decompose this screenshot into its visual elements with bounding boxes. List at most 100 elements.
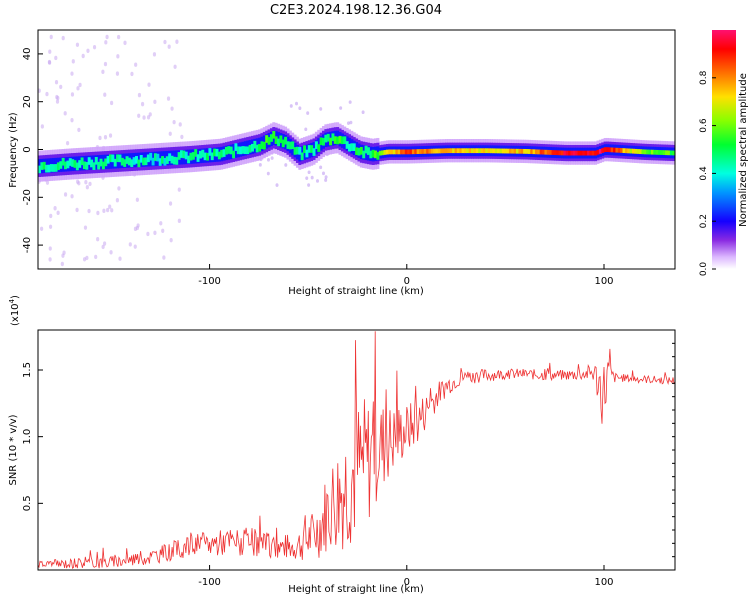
- spectrogram-ridge-cell: [584, 150, 588, 156]
- spectrogram-noise-dot: [110, 100, 114, 106]
- spectrogram-ridge-cell: [632, 148, 635, 154]
- spectrogram-ridge-cell: [366, 147, 370, 155]
- spectrogram-ridge-cell: [232, 150, 236, 159]
- spectrogram-ridge-cell: [650, 149, 654, 155]
- spectrogram-noise-dot: [53, 206, 57, 211]
- spectrogram-ridge-cell: [433, 148, 437, 154]
- spectrogram-ridge-cell: [269, 134, 273, 142]
- spectrogram-ridge-cell: [601, 148, 605, 153]
- spectrogram-ridge-cell: [575, 150, 579, 156]
- spectrogram-noise-dot: [180, 134, 184, 140]
- spectrogram-noise-dot: [175, 39, 179, 44]
- spectrogram-ridge-cell: [146, 154, 150, 163]
- spectrogram-ridge-cell: [456, 148, 460, 154]
- spectrogram-noise-dot: [135, 197, 139, 202]
- spectrogram-ridge-cell: [158, 158, 162, 166]
- spectrogram-noise-dot: [96, 236, 100, 242]
- spectrogram-ridge-cell: [241, 146, 245, 154]
- spectrogram-ridge-cell: [669, 150, 673, 156]
- spectrogram-noise-dot: [168, 201, 173, 206]
- spectrogram-ridge-cell: [336, 136, 340, 145]
- spectrogram-ridge-cell: [440, 148, 444, 154]
- spectrogram-noise-dot: [146, 231, 150, 237]
- spectrogram-ridge-cell: [125, 156, 129, 164]
- spectrogram-noise-dot: [159, 221, 163, 226]
- spectrogram-ridge-cell: [407, 149, 411, 155]
- spectrogram-ridge-cell: [303, 145, 307, 154]
- spectrogram-ridge-cell: [45, 164, 49, 173]
- spectrogram-ridge-cell: [153, 153, 157, 161]
- spectrogram-ridge-cell: [175, 157, 179, 165]
- spectrogram-noise-dot: [162, 255, 166, 260]
- spectrogram-ridge-cell: [324, 134, 328, 143]
- spectrogram-noise-dot: [108, 133, 113, 138]
- spectrogram-noise-dot: [54, 55, 58, 61]
- spectrogram-noise-dot: [147, 82, 151, 87]
- spectrogram-x-tick-label: 0: [404, 276, 410, 287]
- spectrogram-noise-dot: [40, 226, 44, 231]
- spectrogram-noise-dot: [109, 250, 113, 255]
- spectrogram-noise-dot: [85, 185, 89, 190]
- spectrogram-ridge-cell: [142, 157, 146, 166]
- spectrogram-noise-dot: [167, 44, 171, 49]
- spectrogram-ridge-cell: [537, 149, 541, 155]
- spectrogram-noise-dot: [103, 241, 107, 246]
- spectrogram-ridge-cell: [605, 147, 609, 153]
- spectrogram-ridge-cell: [38, 165, 41, 174]
- spectrogram-noise-dot: [130, 71, 134, 77]
- spectrogram-noise-dot: [94, 254, 98, 260]
- spectrogram-noise-dot: [70, 92, 75, 97]
- spectrogram-ridge-cell: [480, 148, 484, 154]
- snr-x-label: Height of straight line (km): [288, 584, 424, 595]
- spectrogram-ridge-cell: [390, 149, 394, 155]
- spectrogram-noise-dot: [361, 110, 365, 115]
- spectrogram-ridge-cell: [314, 141, 318, 149]
- spectrogram-ridge-cell: [374, 150, 378, 159]
- spectrogram-ridge-cell: [603, 147, 607, 153]
- spectrogram-noise-dot: [88, 181, 92, 187]
- spectrogram-ridge-cell: [179, 150, 183, 158]
- spectrogram-noise-dot: [310, 175, 314, 180]
- spectrogram-ridge-cell: [248, 144, 252, 153]
- spectrogram-ridge-cell: [307, 145, 311, 153]
- spectrogram-ridge-cell: [295, 146, 299, 155]
- spectrogram-ridge-cell: [203, 152, 207, 161]
- spectrogram-ridge-cell: [610, 147, 614, 153]
- colorbar-tick-label: 0.4: [699, 166, 709, 181]
- spectrogram-ridge-cell: [426, 148, 430, 154]
- spectrogram-noise-dot: [78, 82, 82, 88]
- spectrogram-ridge-cell: [608, 147, 612, 153]
- spectrogram-ridge-cell: [168, 153, 172, 162]
- spectrogram-ridge-cell: [120, 157, 124, 166]
- spectrogram-ridge-cell: [293, 147, 297, 155]
- spectrogram-ridge-cell: [215, 148, 219, 157]
- spectrogram-ridge-cell: [73, 160, 77, 168]
- spectrogram-noise-dot: [321, 171, 325, 176]
- spectrogram-noise-dot: [266, 158, 270, 162]
- spectrogram-ridge-cell: [641, 149, 645, 155]
- spectrogram-ridge-cell: [587, 150, 591, 156]
- spectrogram-ridge-cell: [106, 155, 110, 164]
- spectrogram-ridge-cell: [56, 162, 60, 171]
- spectrogram-ridge-cell: [352, 143, 356, 151]
- spectrogram-ridge-cell: [75, 162, 79, 171]
- spectrogram-ridge-cell: [274, 136, 278, 144]
- spectrogram-noise-dot: [48, 257, 52, 262]
- spectrogram-ridge-cell: [184, 151, 188, 160]
- spectrogram-ridge-cell: [636, 149, 640, 154]
- spectrogram-ridge-cell: [326, 133, 330, 142]
- spectrogram-ridge-cell: [262, 141, 266, 150]
- spectrogram-noise-dot: [96, 210, 100, 216]
- spectrogram-noise-dot: [105, 34, 109, 40]
- spectrogram-ridge-cell: [80, 157, 84, 166]
- spectrogram-ridge-cell: [577, 150, 581, 156]
- spectrogram-ridge-cell: [442, 148, 446, 154]
- spectrogram-ridge-cell: [395, 149, 399, 155]
- spectrogram-ridge-cell: [82, 161, 86, 170]
- spectrogram-noise-dot: [48, 49, 52, 54]
- spectrogram-ridge-cell: [246, 146, 250, 155]
- spectrogram-ridge-cell: [665, 150, 669, 156]
- spectrogram-ridge-cell: [492, 148, 496, 154]
- spectrogram-ridge-cell: [196, 154, 200, 162]
- spectrogram-ridge-cell: [64, 161, 67, 170]
